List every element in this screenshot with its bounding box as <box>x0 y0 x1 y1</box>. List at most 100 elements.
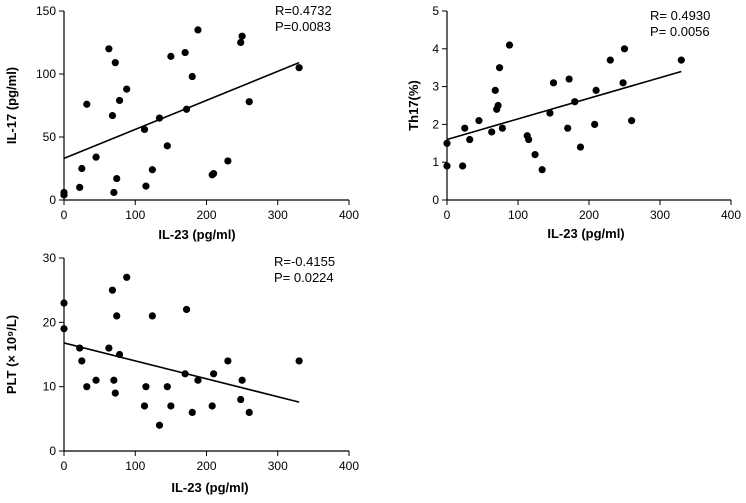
data-point <box>181 48 189 57</box>
r-value-annotation: R=-0.4155 <box>274 254 335 269</box>
x-tick-label: 100 <box>125 208 145 222</box>
data-point <box>181 370 189 378</box>
data-point <box>111 389 119 397</box>
data-point <box>677 56 685 64</box>
x-tick-label: 300 <box>650 208 670 222</box>
data-point <box>494 101 502 110</box>
regression-line <box>63 61 300 160</box>
data-point <box>525 135 533 144</box>
data-point <box>531 151 539 159</box>
y-tick-label: 30 <box>43 251 57 265</box>
y-axis-label: PLT (× 10⁹/L) <box>4 315 19 394</box>
data-point <box>591 120 599 128</box>
r-value-annotation: R= 0.4930 <box>650 8 710 23</box>
data-point <box>188 72 196 81</box>
data-point <box>443 162 451 170</box>
y-tick-label: 0 <box>432 193 439 207</box>
data-point <box>210 370 218 378</box>
data-point <box>155 114 164 122</box>
data-point <box>115 350 124 359</box>
data-point <box>123 85 131 93</box>
data-point <box>619 79 627 87</box>
p-value-annotation: P= 0.0056 <box>650 24 710 39</box>
data-point <box>208 402 216 410</box>
y-tick-label: 100 <box>36 67 56 81</box>
data-point <box>459 162 467 170</box>
data-point <box>295 357 303 365</box>
data-point <box>92 376 100 384</box>
x-axis-label: IL-23 (pg/ml) <box>171 480 248 495</box>
x-tick-label: 300 <box>268 208 288 222</box>
data-point <box>163 142 171 150</box>
data-point <box>295 64 303 72</box>
y-tick-label: 20 <box>43 315 57 329</box>
x-tick-label: 400 <box>339 459 359 473</box>
data-point <box>108 111 117 120</box>
data-point <box>142 383 150 391</box>
data-point <box>113 174 121 183</box>
x-axis-label: IL-23 (pg/ml) <box>547 226 624 241</box>
data-point <box>238 376 246 384</box>
data-point <box>194 26 202 34</box>
data-point <box>538 166 546 174</box>
x-tick-label: 100 <box>508 208 528 222</box>
data-point <box>60 191 68 199</box>
y-tick-label: 5 <box>432 4 439 18</box>
data-point <box>237 38 245 47</box>
y-axis-label: IL-17 (pg/ml) <box>4 67 19 144</box>
data-point <box>237 395 245 404</box>
data-point <box>105 45 113 53</box>
data-point <box>105 344 113 352</box>
data-point <box>475 117 483 125</box>
scatter-panel-2: 0 100 200 300 400 0 1 2 3 4 5 IL-23 (pg/ml) Th17(%) R… <box>406 4 741 241</box>
data-point <box>620 45 629 53</box>
data-point <box>564 124 572 132</box>
data-point <box>78 164 86 173</box>
data-point <box>182 305 191 314</box>
x-tick-label: 0 <box>61 208 68 222</box>
y-tick-label: 150 <box>36 4 56 18</box>
data-point <box>76 344 84 352</box>
data-point <box>245 408 253 416</box>
data-point <box>606 56 614 64</box>
y-tick-label: 50 <box>43 130 57 144</box>
data-point <box>466 135 474 144</box>
y-axis-label: Th17(%) <box>406 80 421 131</box>
data-point <box>111 59 119 67</box>
data-point <box>224 357 232 365</box>
data-point <box>491 86 499 94</box>
x-tick-label: 400 <box>721 208 741 222</box>
x-tick-label: 200 <box>579 208 599 222</box>
data-point <box>113 312 121 320</box>
y-tick-label: 0 <box>49 444 56 458</box>
data-point <box>549 79 558 87</box>
data-point <box>495 64 504 72</box>
data-point <box>167 402 175 410</box>
data-point <box>182 105 191 113</box>
p-value-annotation: P= 0.0224 <box>274 270 334 285</box>
data-point <box>498 124 506 132</box>
data-point <box>628 117 636 125</box>
data-point <box>592 86 600 94</box>
data-point <box>210 169 218 178</box>
y-tick-label: 10 <box>43 380 57 394</box>
data-point <box>123 273 131 281</box>
data-point <box>488 128 496 136</box>
data-point <box>443 139 451 147</box>
data-point <box>167 52 175 60</box>
data-point <box>188 408 196 416</box>
y-tick-label: 1 <box>432 155 439 169</box>
data-point <box>163 383 171 391</box>
data-point <box>76 183 84 191</box>
x-tick-label: 300 <box>268 459 288 473</box>
x-axis-label: IL-23 (pg/ml) <box>158 227 235 242</box>
scatter-panel-3: 0 100 200 300 400 0 10 20 30 IL-23 (pg/ml) PLT (× … <box>4 251 359 495</box>
y-tick-label: 4 <box>432 42 439 56</box>
data-point <box>571 98 579 106</box>
data-point <box>546 109 554 117</box>
data-point <box>238 32 246 40</box>
data-point <box>576 143 585 151</box>
regression-line <box>446 70 682 141</box>
data-point <box>461 124 469 132</box>
x-tick-label: 0 <box>61 459 68 473</box>
